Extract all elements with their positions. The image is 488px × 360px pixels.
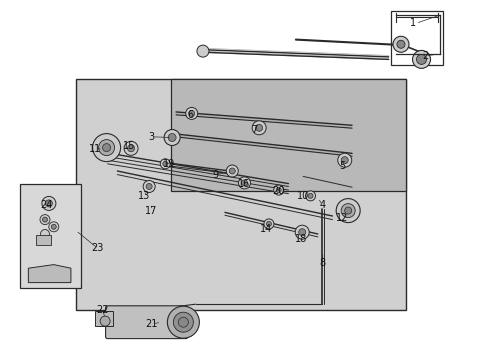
Text: 7: 7 xyxy=(251,125,257,135)
Circle shape xyxy=(100,316,110,326)
Bar xyxy=(390,11,442,65)
Circle shape xyxy=(167,306,199,338)
Text: 17: 17 xyxy=(145,206,158,216)
Text: 18: 18 xyxy=(294,234,306,244)
Circle shape xyxy=(392,36,408,52)
Circle shape xyxy=(160,159,170,169)
Text: 9: 9 xyxy=(212,170,218,180)
Circle shape xyxy=(188,111,194,116)
Circle shape xyxy=(42,197,56,210)
Text: 19: 19 xyxy=(162,159,175,169)
Circle shape xyxy=(178,317,188,327)
Circle shape xyxy=(266,221,271,226)
Text: 14: 14 xyxy=(260,224,272,234)
Circle shape xyxy=(163,161,167,166)
Text: 5: 5 xyxy=(339,161,345,171)
Polygon shape xyxy=(28,265,71,283)
Circle shape xyxy=(51,224,56,229)
Circle shape xyxy=(226,165,238,177)
Circle shape xyxy=(146,184,152,189)
Circle shape xyxy=(41,230,49,238)
Text: 11: 11 xyxy=(89,144,102,154)
Polygon shape xyxy=(76,79,405,310)
Circle shape xyxy=(185,107,197,120)
Circle shape xyxy=(92,134,121,162)
Text: 3: 3 xyxy=(148,132,154,142)
Circle shape xyxy=(416,54,426,64)
Circle shape xyxy=(168,134,176,141)
Circle shape xyxy=(273,185,283,195)
Circle shape xyxy=(127,145,134,152)
Circle shape xyxy=(412,50,429,68)
Text: 20: 20 xyxy=(272,186,285,196)
Circle shape xyxy=(164,130,180,145)
Circle shape xyxy=(255,124,262,131)
Circle shape xyxy=(241,180,247,186)
Text: 22: 22 xyxy=(96,305,109,315)
Text: 2: 2 xyxy=(422,51,427,61)
Circle shape xyxy=(143,180,155,193)
Circle shape xyxy=(335,199,360,222)
Circle shape xyxy=(341,204,354,217)
Circle shape xyxy=(42,217,47,222)
Text: 21: 21 xyxy=(145,319,158,329)
Circle shape xyxy=(173,312,193,332)
Text: 8: 8 xyxy=(319,258,325,268)
Circle shape xyxy=(295,225,308,239)
Circle shape xyxy=(229,168,235,174)
Text: 13: 13 xyxy=(138,191,150,201)
Circle shape xyxy=(49,222,59,232)
Circle shape xyxy=(305,191,315,201)
Circle shape xyxy=(276,188,281,193)
Bar xyxy=(95,311,113,326)
Circle shape xyxy=(344,207,351,214)
Text: 1: 1 xyxy=(409,18,415,28)
Circle shape xyxy=(341,157,347,164)
Circle shape xyxy=(197,45,208,57)
Text: 12: 12 xyxy=(335,213,348,223)
Circle shape xyxy=(124,141,138,155)
Circle shape xyxy=(45,200,52,207)
Circle shape xyxy=(264,219,273,229)
Circle shape xyxy=(307,193,312,198)
Text: 16: 16 xyxy=(238,179,250,189)
Text: 4: 4 xyxy=(319,200,325,210)
Circle shape xyxy=(99,140,114,156)
Circle shape xyxy=(252,121,265,135)
Circle shape xyxy=(40,215,50,225)
Circle shape xyxy=(238,177,250,189)
Text: 6: 6 xyxy=(187,110,193,120)
Circle shape xyxy=(396,40,404,48)
Text: 15: 15 xyxy=(123,141,136,151)
FancyBboxPatch shape xyxy=(105,306,187,339)
Polygon shape xyxy=(171,79,405,191)
Text: 23: 23 xyxy=(91,243,104,253)
Circle shape xyxy=(298,229,305,236)
Polygon shape xyxy=(20,184,81,288)
Circle shape xyxy=(102,144,110,152)
Bar xyxy=(36,235,51,245)
Circle shape xyxy=(337,153,351,167)
Text: 24: 24 xyxy=(40,200,53,210)
Text: 10: 10 xyxy=(296,191,309,201)
